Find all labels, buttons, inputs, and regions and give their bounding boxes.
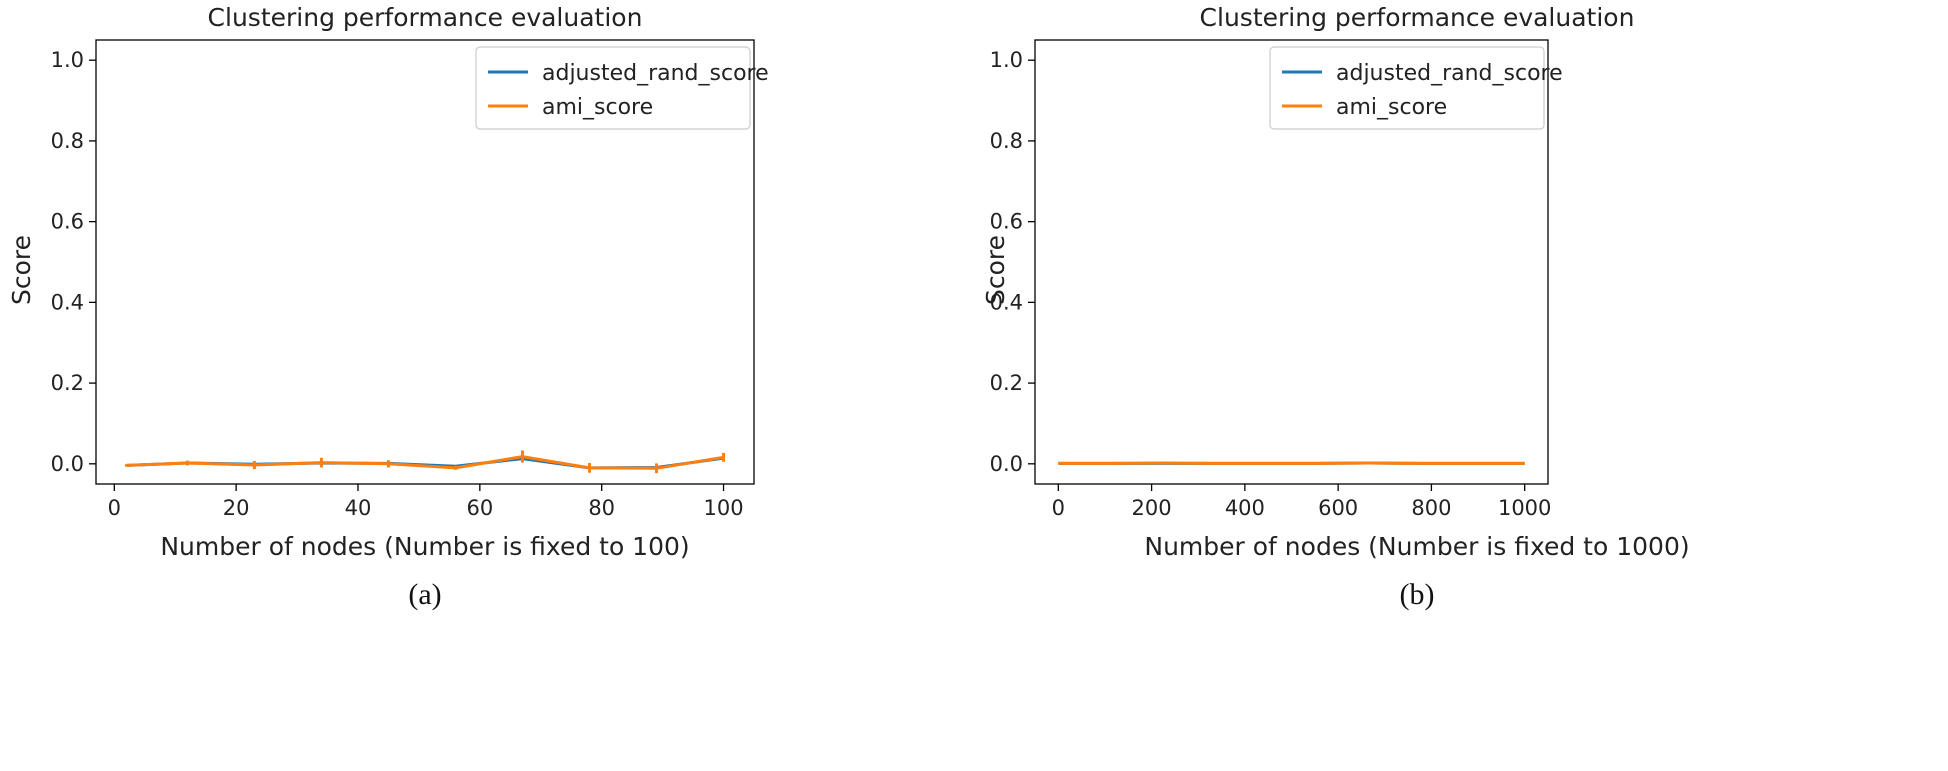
chart-b-ylabel: Score: [981, 235, 1010, 305]
chart-a-legend-box: [475, 46, 751, 130]
chart-a-frame: [95, 39, 755, 485]
chart-b-title: Clustering performance evaluation: [1200, 3, 1635, 32]
chart-b-ytick-label: 0.8: [990, 129, 1023, 153]
chart-b-xtick-label: 0: [1052, 496, 1065, 520]
chart-panel-a: Clustering performance evaluation 0 20 40 6…: [7, 3, 769, 611]
chart-a-xtick-label: 100: [703, 496, 743, 520]
chart-b-ytick-label: 0.2: [990, 371, 1023, 395]
chart-a-caption: (a): [408, 578, 441, 611]
chart-panel-b: Clustering performance evaluation 0 200 40…: [974, 0, 1948, 771]
chart-a-xtick-label: 40: [345, 496, 372, 520]
chart-a-ytick-label: 0.8: [51, 129, 84, 153]
chart-b-legend-label: adjusted_rand_score: [1336, 61, 1563, 86]
chart-b-xtick-label: 200: [1132, 496, 1172, 520]
chart-a-ylabel: Score: [7, 235, 36, 305]
chart-a-legend-label: adjusted_rand_score: [542, 61, 769, 86]
chart-a-xtick-label: 80: [588, 496, 615, 520]
chart-a-legend-label: ami_score: [542, 95, 653, 120]
chart-b-plot-area: 0 200 400 600 800 1000 0.0 0.2 0.4 0.6 0.8 1.0 adjus…: [990, 39, 1563, 520]
chart-a-ytick-label: 0.2: [51, 371, 84, 395]
chart-a-ytick-label: 0.6: [51, 210, 84, 234]
chart-b-ytick-label: 0.4: [990, 290, 1023, 314]
chart-b-legend-label: ami_score: [1336, 95, 1447, 120]
chart-a-xtick-label: 20: [223, 496, 250, 520]
chart-b-ytick-label: 1.0: [990, 48, 1023, 72]
chart-a-ytick-label: 1.0: [51, 48, 84, 72]
chart-b-ytick-label: 0.0: [990, 452, 1023, 476]
chart-b-xtick-label: 600: [1318, 496, 1358, 520]
chart-b-frame: [1034, 39, 1549, 485]
chart-b-xtick-label: 400: [1225, 496, 1265, 520]
chart-b-caption: (b): [1400, 578, 1435, 611]
chart-b-legend-box: [1269, 46, 1545, 130]
chart-b-ytick-label: 0.6: [990, 210, 1023, 234]
chart-b-xlabel: Number of nodes (Number is fixed to 1000…: [1144, 532, 1689, 561]
chart-a-ytick-label: 0.0: [51, 452, 84, 476]
chart-a-series-ami-score-line: [126, 455, 724, 470]
chart-a-ytick-label: 0.4: [51, 290, 84, 314]
chart-a-plot-area: 0 20 40 60 80 100 0.0 0.2 0.4 0.6 0.8 1.0 adjusted_r…: [51, 39, 769, 520]
chart-b-svg: Clustering performance evaluation 0 200 40…: [981, 3, 1690, 611]
chart-a-xtick-label: 60: [466, 496, 493, 520]
chart-b-xtick-label: 1000: [1498, 496, 1551, 520]
chart-a-title: Clustering performance evaluation: [208, 3, 643, 32]
chart-a-xlabel: Number of nodes (Number is fixed to 100): [160, 532, 689, 561]
chart-a-xtick-label: 0: [108, 496, 121, 520]
chart-b-xtick-label: 800: [1411, 496, 1451, 520]
chart-a-svg: Clustering performance evaluation 0 20 40 6…: [7, 3, 769, 611]
